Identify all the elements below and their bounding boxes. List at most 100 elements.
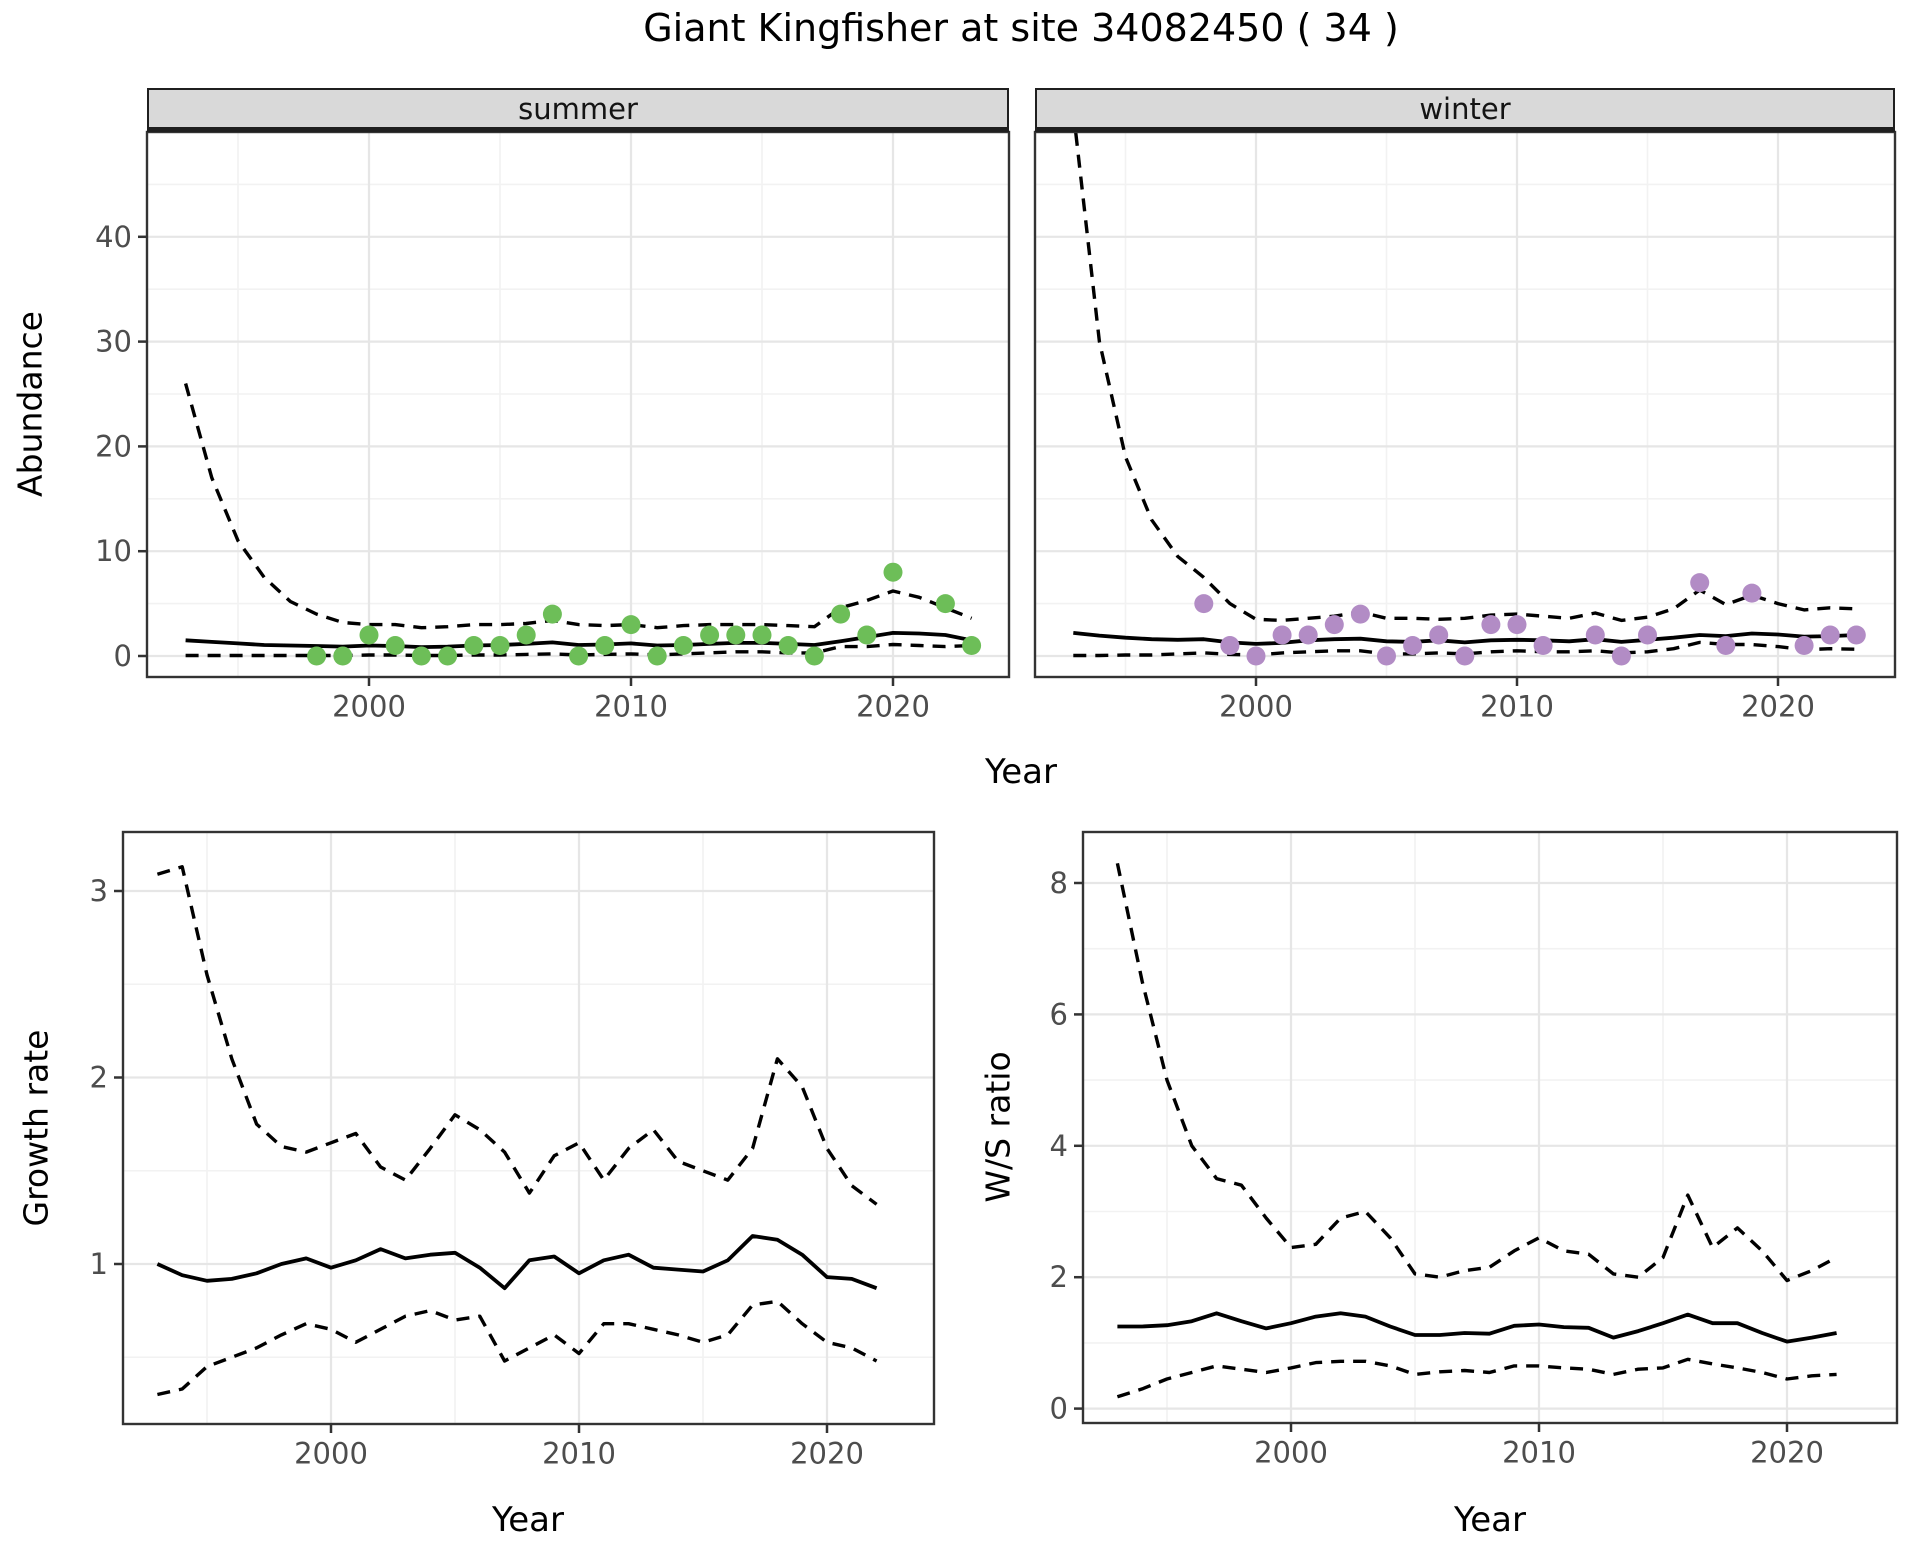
data-point xyxy=(1481,615,1501,635)
panel-abundance-winter-gridlines xyxy=(1035,132,1895,677)
panel-growth-rate-upper_ci-line xyxy=(156,865,878,1206)
panel-abundance-winter-upper_ci-line xyxy=(1073,132,1857,623)
x-tick-label: 2020 xyxy=(1741,690,1815,724)
y-tick-label: 40 xyxy=(95,220,132,254)
x-tick-label: 2000 xyxy=(294,1437,368,1471)
data-point xyxy=(962,636,982,655)
panel-ws-ratio-axis: 2000 2010 2020 0 2 4 6 8 xyxy=(1050,866,1824,1470)
data-point xyxy=(726,625,746,645)
data-point xyxy=(1690,573,1710,593)
data-point xyxy=(1794,636,1814,655)
panel-abundance-summer: 2000 2010 2020 0 10 20 30 40 xyxy=(95,130,1011,724)
x-tick-label: 2010 xyxy=(1502,1436,1576,1470)
x-tick-label: 2000 xyxy=(332,690,406,724)
data-point xyxy=(1220,636,1240,655)
y-tick-label: 1 xyxy=(90,1247,108,1281)
data-point xyxy=(700,625,720,645)
data-point xyxy=(621,615,641,635)
panel-abundance-summer-median-line xyxy=(185,631,972,649)
panel-ws-ratio-upper_ci-line xyxy=(1115,862,1838,1283)
data-point xyxy=(516,625,536,645)
panel-abundance-winter: 2000 2010 2020 xyxy=(1033,130,1897,724)
data-point xyxy=(752,625,772,645)
facet-strip-summer-label: summer xyxy=(518,91,638,126)
data-point xyxy=(464,636,484,655)
data-point xyxy=(385,636,405,655)
data-point xyxy=(1403,636,1423,655)
data-point xyxy=(1638,625,1657,645)
x-axis-title-year-growth: Year xyxy=(492,1500,564,1540)
y-tick-label: 2 xyxy=(1050,1260,1068,1294)
data-point xyxy=(1377,646,1396,666)
data-point xyxy=(804,646,824,666)
data-point xyxy=(1846,625,1866,645)
x-tick-label: 2020 xyxy=(856,690,930,724)
data-point xyxy=(490,636,510,655)
y-tick-label: 0 xyxy=(1050,1392,1068,1426)
data-point xyxy=(1716,636,1736,655)
facet-strip-summer: summer xyxy=(147,88,1009,132)
data-point xyxy=(647,646,667,666)
x-tick-label: 2010 xyxy=(1480,690,1554,724)
data-point xyxy=(1611,646,1631,666)
data-point xyxy=(778,636,798,655)
data-point xyxy=(1820,625,1840,645)
data-point xyxy=(935,594,955,614)
x-axis-title-year-ws: Year xyxy=(1454,1500,1526,1540)
data-point xyxy=(359,625,379,645)
panel-growth-rate-series xyxy=(156,865,878,1397)
facet-strip-winter-label: winter xyxy=(1419,91,1511,126)
y-tick-label: 20 xyxy=(95,429,132,463)
panel-growth-rate-axis: 2000 2010 2020 1 2 3 xyxy=(90,874,864,1471)
data-point xyxy=(595,636,615,655)
y-tick-label: 6 xyxy=(1050,997,1068,1031)
data-point xyxy=(1194,594,1214,614)
panel-ws-ratio-gridlines xyxy=(1083,832,1897,1423)
facet-strip-winter: winter xyxy=(1035,88,1895,132)
data-point xyxy=(1272,625,1292,645)
panel-ws-ratio-median-line xyxy=(1117,1311,1837,1344)
y-tick-label: 8 xyxy=(1050,866,1068,900)
x-tick-label: 2000 xyxy=(1254,1436,1328,1470)
data-point xyxy=(1507,615,1527,635)
data-point xyxy=(569,646,589,666)
x-tick-label: 2010 xyxy=(542,1437,616,1471)
data-point xyxy=(831,604,851,624)
panel-growth-rate: 2000 2010 2020 1 2 3 xyxy=(90,830,936,1471)
panel-abundance-summer-gridlines xyxy=(147,132,1009,677)
x-axis-title-year-top: Year xyxy=(985,752,1057,792)
panel-ws-ratio-series xyxy=(1115,862,1838,1399)
data-point xyxy=(1533,636,1553,655)
data-point xyxy=(1742,583,1762,603)
x-tick-label: 2000 xyxy=(1219,690,1293,724)
data-point xyxy=(1455,646,1475,666)
data-point xyxy=(1429,625,1449,645)
y-tick-label: 0 xyxy=(114,639,132,673)
panel-abundance-summer-series xyxy=(183,383,982,666)
y-tick-label: 2 xyxy=(90,1061,108,1095)
data-point xyxy=(1246,646,1266,666)
data-point xyxy=(1298,625,1318,645)
y-axis-title-growth-rate: Growth rate xyxy=(16,1029,56,1227)
x-tick-label: 2020 xyxy=(790,1437,864,1471)
panel-abundance-winter-series xyxy=(1073,132,1866,666)
y-tick-label: 10 xyxy=(95,534,132,568)
y-axis-title-ws-ratio: W/S ratio xyxy=(978,1051,1018,1203)
panel-abundance-winter-axis: 2000 2010 2020 xyxy=(1219,677,1815,724)
data-point xyxy=(857,625,877,645)
data-point xyxy=(542,604,562,624)
panel-abundance-summer-points xyxy=(307,562,982,666)
data-point xyxy=(883,562,903,582)
panel-ws-ratio: 2000 2010 2020 0 2 4 6 8 xyxy=(1050,830,1899,1470)
panel-abundance-winter-points xyxy=(1194,573,1866,666)
panel-growth-rate-median-line xyxy=(156,1234,878,1291)
x-tick-label: 2010 xyxy=(594,690,668,724)
data-point xyxy=(438,646,458,666)
y-tick-label: 3 xyxy=(90,874,108,908)
y-tick-label: 4 xyxy=(1050,1129,1068,1163)
data-point xyxy=(673,636,693,655)
y-axis-title-abundance: Abundance xyxy=(10,311,50,497)
panel-growth-rate-lower_ci-line xyxy=(157,1299,878,1397)
y-tick-label: 30 xyxy=(95,325,132,359)
data-point xyxy=(411,646,431,666)
